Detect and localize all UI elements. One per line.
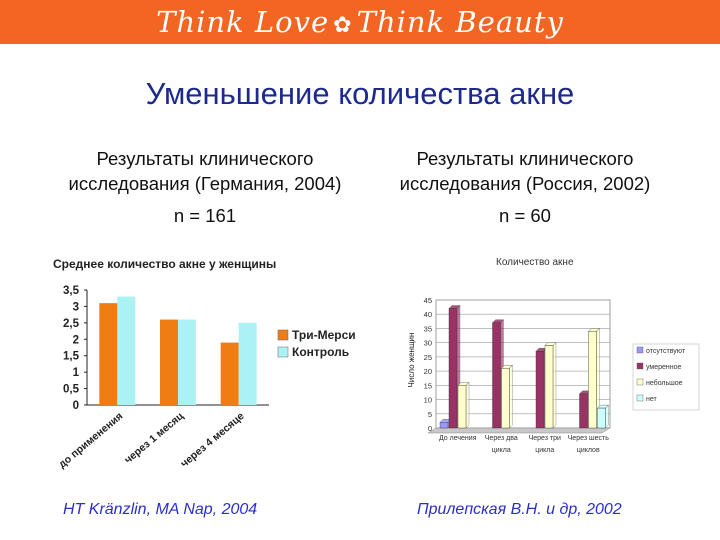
left-study-line-2: исследования (Германия, 2004) <box>68 173 342 194</box>
chart2-legend-label: небольшое <box>646 379 683 387</box>
left-citation: HT Kränzlin, MA Nap, 2004 <box>63 501 258 518</box>
chart2-y-tick-label: 20 <box>424 367 432 376</box>
chart2-bar <box>588 331 597 429</box>
header-banner: Think Love ✿ Think Beauty <box>0 0 720 44</box>
chart2-category-label: До лечения <box>439 435 477 442</box>
chart2-y-tick-label: 40 <box>424 310 432 319</box>
chart2-category-sublabel: циклов <box>577 447 600 454</box>
right-sample-size: n = 60 <box>499 205 551 226</box>
chart1-y-tick-label: 3 <box>73 301 79 313</box>
chart2-bar <box>492 322 501 429</box>
chart2-category-label: Через три <box>529 435 561 442</box>
chart2-bar-side <box>605 404 609 429</box>
chart2-legend-box <box>632 343 700 411</box>
chart2-legend-swatch <box>636 378 644 386</box>
slide-title: Уменьшение количества акне <box>145 76 575 111</box>
chart1-y-tick-label: 0 <box>73 400 79 412</box>
chart2-legend-swatch <box>636 362 644 370</box>
chart2-y-tick-label: 10 <box>424 396 432 405</box>
chart1-y-tick-label: 1 <box>73 367 80 379</box>
chart1-bar <box>220 342 239 405</box>
chart1-bar <box>117 296 136 405</box>
chart2-floor <box>427 427 611 434</box>
chart1-legend-label: Контроль <box>292 345 349 359</box>
chart1-y-tick-label: 3,5 <box>63 285 80 297</box>
chart2-legend-label: нет <box>646 396 658 403</box>
brand-logo: Think Love ✿ Think Beauty <box>0 5 720 39</box>
chart1-y-tick-label: 0,5 <box>63 384 80 396</box>
chart2-category-sublabel: цикла <box>535 447 554 454</box>
chart1-y-tick-label: 2,5 <box>63 318 80 330</box>
chart2-bar-side <box>509 364 513 429</box>
chart2-y-tick-label: 35 <box>424 324 432 333</box>
logo-text-think-beauty: Think Beauty <box>356 5 564 39</box>
chart1-bar <box>238 322 257 405</box>
chart1-legend-label: Три-Мерси <box>292 328 356 342</box>
chart1-title: Среднее количество акне у женщины <box>53 257 276 271</box>
chart1-category-label: через 4 месяце <box>179 410 247 470</box>
left-study-line-1: Результаты клинического <box>96 148 314 169</box>
chart2-bar <box>544 345 554 429</box>
chart1-bar <box>178 319 196 405</box>
right-study-caption: Результаты клинического исследования (Ро… <box>365 146 685 196</box>
chart1-legend-swatch <box>277 329 289 341</box>
chart2-bar-side <box>465 381 470 429</box>
chart2-y-tick-label: 45 <box>424 296 432 305</box>
chart2-y-tick-label: 0 <box>428 424 432 433</box>
chart2-category-label: Через шесть <box>568 435 610 442</box>
left-study-caption: Результаты клинического исследования (Ге… <box>45 146 365 196</box>
chart2-bar <box>457 385 467 429</box>
chart2-bar <box>439 422 449 429</box>
right-study-line-1: Результаты клинического <box>416 148 634 169</box>
chart1-category-label: через 1 месяц <box>122 410 186 466</box>
chart1-bar <box>160 319 178 405</box>
chart2-y-tick-label: 5 <box>428 410 432 419</box>
chart1-y-tick-label: 1,5 <box>63 351 80 363</box>
left-sample-size: n = 161 <box>173 205 237 226</box>
chart1-y-tick-label: 2 <box>73 334 79 346</box>
chart2-y-tick-label: 25 <box>424 353 432 362</box>
chart2-y-tick-label: 30 <box>424 339 432 348</box>
chart2-legend-label: отсутствуют <box>646 348 686 355</box>
chart2-bar <box>597 407 606 429</box>
chart2-y-axis-label: Число женщин <box>407 333 416 388</box>
chart1-category-label: до применения <box>56 410 125 471</box>
logo-text-think-love: Think Love <box>156 5 330 39</box>
chart2-legend-swatch <box>636 346 644 354</box>
right-citation: Прилепская В.Н. и др, 2002 <box>417 501 622 518</box>
flower-icon: ✿ <box>333 13 353 38</box>
chart1-bar <box>99 303 118 405</box>
chart2-title: Количество акне <box>496 257 574 268</box>
chart2-bar <box>535 351 545 429</box>
chart2-bar <box>579 393 588 429</box>
chart2-legend-label: умеренное <box>646 364 682 371</box>
chart2-y-tick-label: 15 <box>424 381 432 390</box>
chart2-bar <box>501 368 510 429</box>
chart1-legend-swatch <box>277 346 289 358</box>
chart2-category-label: Через два <box>485 435 518 442</box>
chart2-legend-swatch <box>636 394 644 402</box>
chart2-category-sublabel: цикла <box>492 447 511 454</box>
right-study-line-2: исследования (Россия, 2002) <box>399 173 651 194</box>
chart2-bar-side <box>552 342 557 429</box>
chart2-bar <box>448 308 458 429</box>
